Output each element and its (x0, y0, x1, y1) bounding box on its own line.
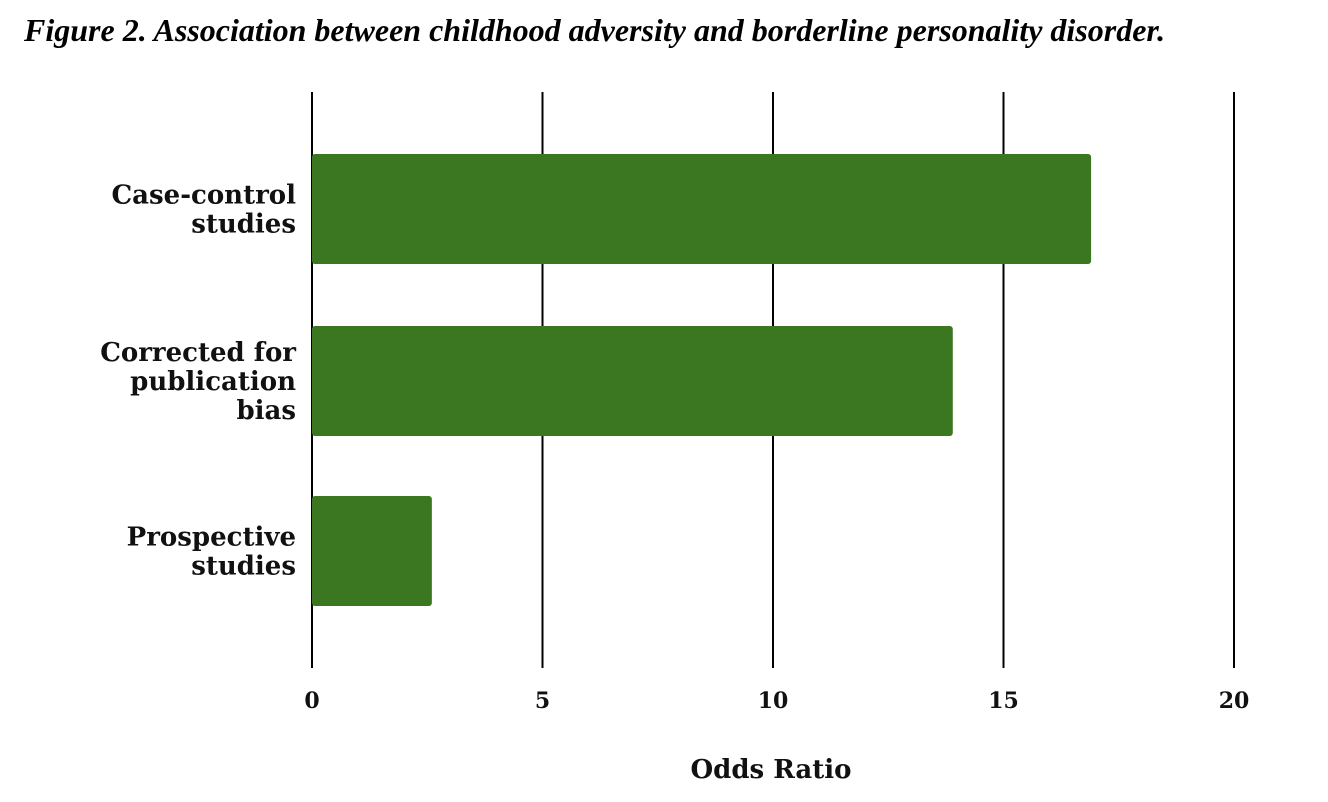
x-tick-label: 20 (1219, 688, 1250, 714)
x-tick-label: 0 (304, 688, 319, 714)
category-label: Case-control studies (111, 181, 296, 240)
category-label-line: studies (191, 210, 296, 240)
figure-caption: Figure 2. Association between childhood … (24, 12, 1166, 48)
bars (312, 154, 1092, 606)
x-tick-labels: 0 5 10 15 20 (304, 688, 1249, 714)
category-label-line: Prospective (127, 523, 296, 553)
x-tick-label: 5 (535, 688, 550, 714)
x-tick-label: 10 (758, 688, 789, 714)
category-label: Prospective studies (127, 523, 296, 582)
category-label-line: Case-control (111, 181, 296, 211)
category-label-line: Corrected for (100, 338, 296, 368)
category-label-line: studies (191, 552, 296, 582)
x-tick-label: 15 (988, 688, 1019, 714)
bar (312, 326, 953, 436)
bar (312, 496, 432, 606)
category-label-line: publication (130, 367, 296, 397)
bar (312, 154, 1092, 264)
category-label-line: bias (236, 396, 296, 426)
category-label: Corrected for publication bias (100, 338, 296, 426)
x-axis-title: Odds Ratio (691, 755, 852, 785)
